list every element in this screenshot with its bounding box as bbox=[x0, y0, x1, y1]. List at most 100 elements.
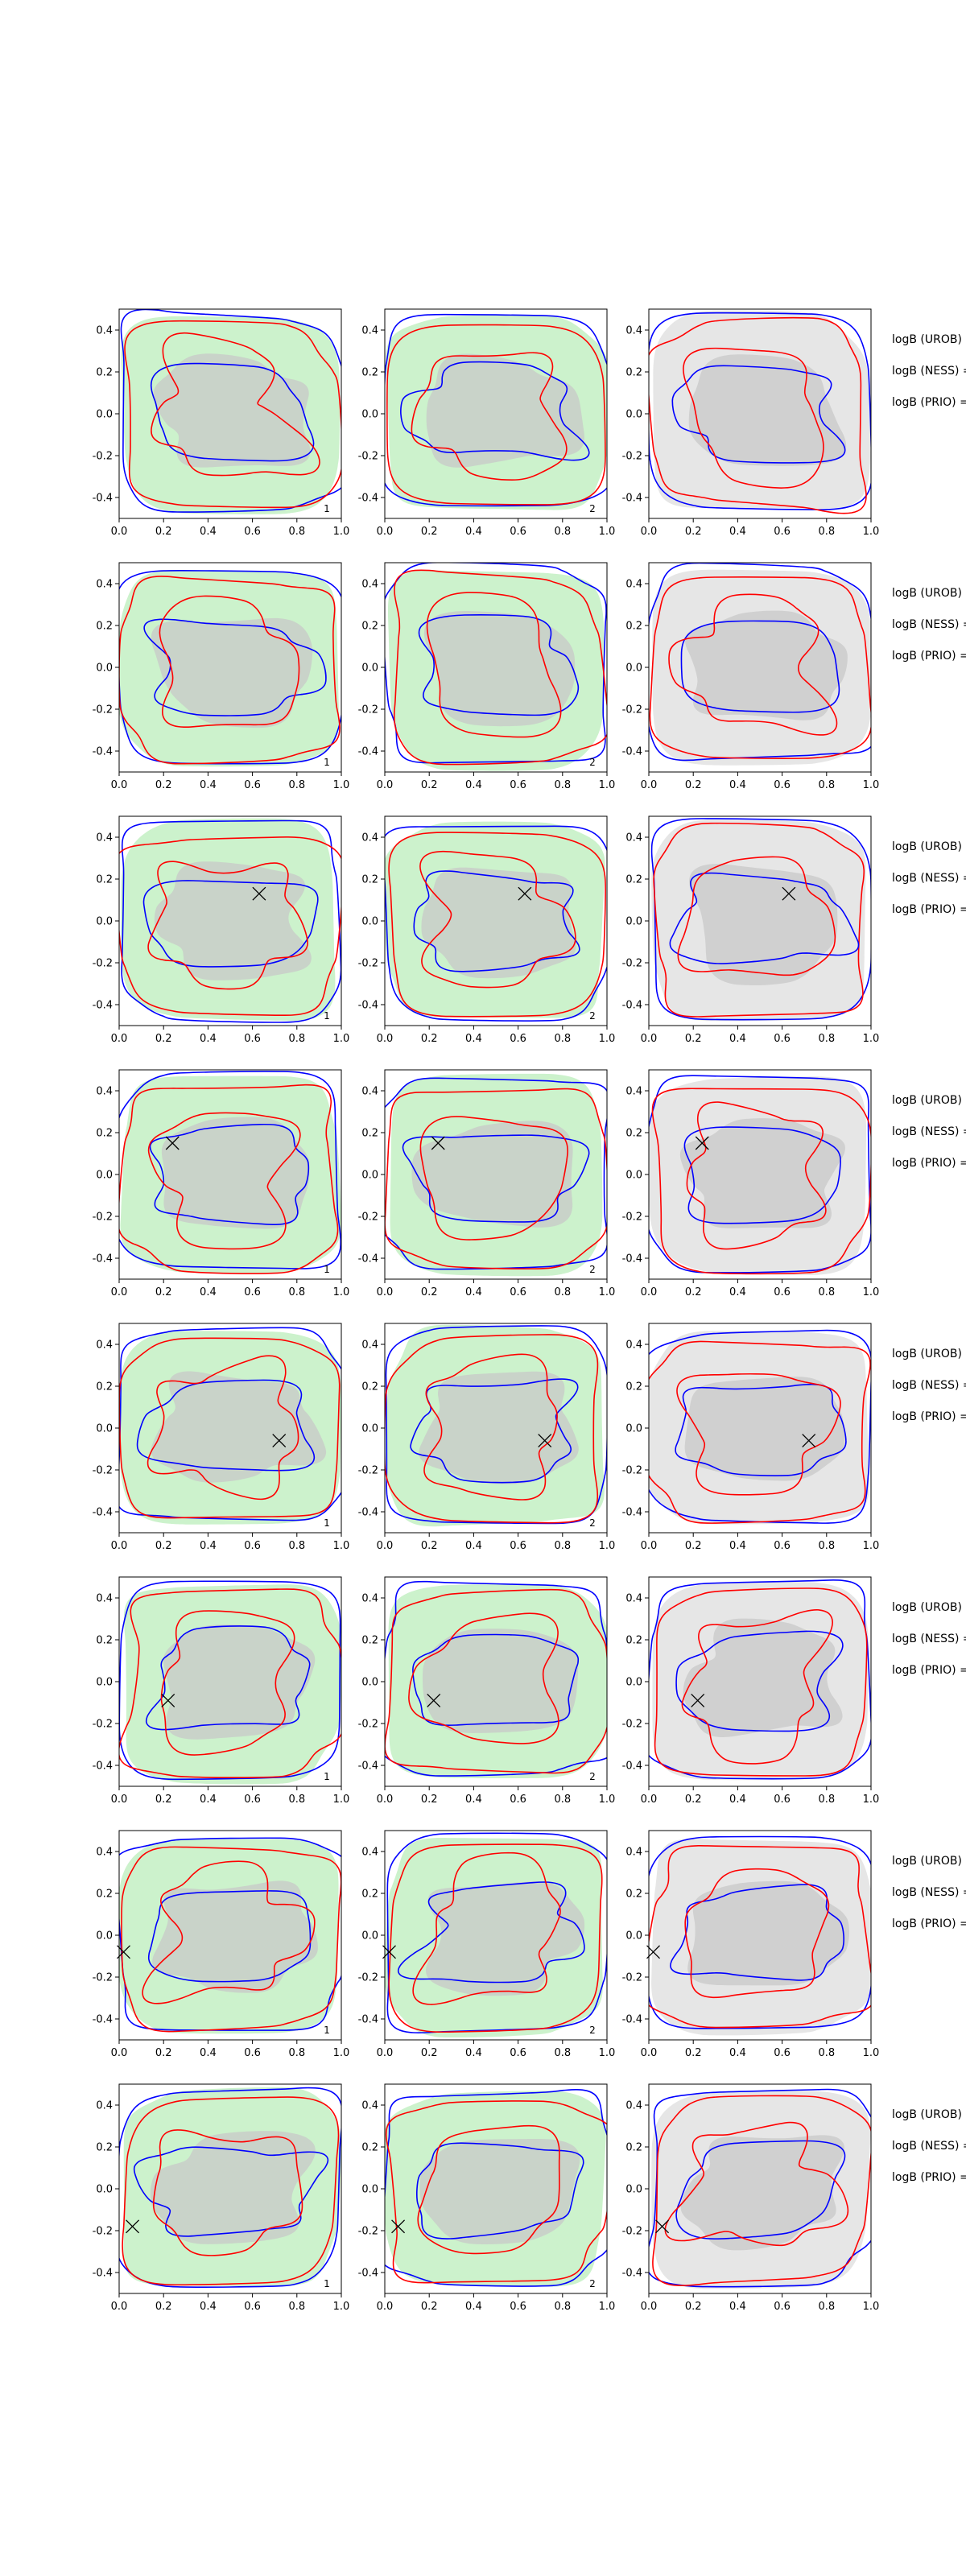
red-outer-contour bbox=[654, 1587, 868, 1777]
x-tick-label: 0.2 bbox=[421, 1286, 438, 1298]
x-tick-label: 0.0 bbox=[641, 2047, 658, 2059]
red-inner-contour bbox=[160, 1610, 295, 1756]
side-label: logB (PRIO) = bbox=[892, 396, 966, 409]
blue-outer-contour bbox=[649, 2088, 871, 2288]
x-tick-label: 0.4 bbox=[200, 1286, 217, 1298]
blue-inner-contour bbox=[680, 620, 840, 713]
x-tick-label: 0.0 bbox=[377, 1794, 394, 1806]
blue-outer-contour bbox=[649, 1579, 871, 1780]
x-tick-label: 0.2 bbox=[421, 1540, 438, 1552]
red-outer-contour bbox=[386, 324, 606, 506]
blue-inner-contour bbox=[402, 1134, 590, 1223]
x-tick-label: 0.2 bbox=[685, 2047, 702, 2059]
red-outer-contour bbox=[649, 1844, 871, 2029]
y-tick-label: -0.2 bbox=[358, 1465, 378, 1477]
true-value-marker bbox=[165, 1136, 180, 1150]
y-tick-label: 0.0 bbox=[361, 1930, 378, 1942]
x-tick-label: 0.6 bbox=[510, 1286, 526, 1298]
red-outer-contour bbox=[385, 1088, 607, 1269]
y-tick-label: 0.0 bbox=[625, 1423, 642, 1435]
y-tick-label: -0.2 bbox=[622, 1465, 642, 1477]
y-tick-label: -0.2 bbox=[358, 1212, 378, 1224]
y-tick-label: -0.4 bbox=[358, 1000, 378, 1012]
inner-density-region bbox=[419, 1371, 579, 1484]
x-tick-label: 0.8 bbox=[288, 2301, 305, 2313]
panel-tag: 2 bbox=[589, 1264, 596, 1275]
x-tick-label: 0.4 bbox=[200, 526, 217, 538]
y-tick-label: -0.4 bbox=[93, 1000, 113, 1012]
x-tick-label: 0.6 bbox=[774, 1794, 791, 1806]
side-label: logB (NESS) = bbox=[892, 1125, 966, 1138]
panel-tag: 1 bbox=[324, 1517, 330, 1529]
x-tick-label: 0.2 bbox=[421, 2301, 438, 2313]
blue-outer-contour bbox=[119, 1837, 341, 2031]
y-tick-label: 0.2 bbox=[361, 874, 378, 886]
panel-r4-c1: 0.0 0.2 0.4 0.6 0.8 1.0 -0.4 -0.2 0.0 0.2 0.4 1 bbox=[93, 1069, 349, 1298]
panel-r8-c1: 0.0 0.2 0.4 0.6 0.8 1.0 -0.4 -0.2 0.0 0.2 0.4 1 bbox=[93, 2083, 349, 2313]
panel-plot-area bbox=[119, 1580, 341, 1785]
blue-inner-contour bbox=[410, 1378, 579, 1484]
y-tick-label: 0.4 bbox=[361, 1593, 378, 1605]
x-tick-label: 1.0 bbox=[599, 526, 616, 538]
y-tick-label: 0.0 bbox=[96, 1930, 113, 1942]
blue-inner-contour bbox=[412, 1633, 580, 1727]
panel-tag: 2 bbox=[589, 757, 596, 768]
x-tick-label: 0.6 bbox=[244, 526, 261, 538]
y-tick-label: 0.2 bbox=[361, 1635, 378, 1647]
red-inner-contour bbox=[147, 861, 308, 990]
red-inner-contour bbox=[412, 1852, 561, 2005]
blue-outer-contour bbox=[385, 1325, 607, 1525]
red-outer-contour bbox=[651, 1088, 871, 1275]
red-inner-contour bbox=[142, 1860, 316, 2004]
x-tick-label: 0.4 bbox=[465, 2047, 482, 2059]
red-outer-contour bbox=[652, 2095, 871, 2287]
side-label: logB (PRIO) = bbox=[892, 2171, 966, 2184]
y-tick-label: -0.4 bbox=[93, 746, 113, 758]
y-tick-label: -0.2 bbox=[358, 958, 378, 970]
red-outer-contour bbox=[649, 1340, 871, 1524]
blue-outer-contour bbox=[385, 1077, 607, 1270]
true-value-marker bbox=[802, 1434, 816, 1448]
x-tick-label: 0.6 bbox=[774, 526, 791, 538]
y-tick-label: -0.4 bbox=[622, 1761, 642, 1773]
inner-density-region bbox=[411, 1121, 573, 1228]
x-tick-label: 1.0 bbox=[863, 1540, 880, 1552]
y-tick-label: 0.4 bbox=[96, 325, 113, 337]
y-tick-label: 0.2 bbox=[361, 1128, 378, 1140]
x-tick-label: 0.0 bbox=[111, 1540, 128, 1552]
y-tick-label: 0.2 bbox=[96, 874, 113, 886]
y-tick-label: 0.0 bbox=[625, 1170, 642, 1182]
x-tick-label: 0.8 bbox=[288, 2047, 305, 2059]
x-tick-label: 0.4 bbox=[729, 2047, 746, 2059]
x-tick-label: 0.6 bbox=[774, 1286, 791, 1298]
side-label: logB (UROB) = bbox=[892, 587, 966, 600]
panel-plot-area bbox=[385, 563, 607, 771]
panel-tag: 1 bbox=[324, 757, 330, 768]
inner-density-region bbox=[426, 353, 584, 468]
blue-inner-contour bbox=[669, 872, 860, 964]
x-tick-label: 0.4 bbox=[729, 1794, 746, 1806]
y-tick-label: -0.2 bbox=[622, 451, 642, 463]
true-value-marker bbox=[691, 1693, 705, 1707]
blue-outer-contour bbox=[385, 2088, 607, 2287]
x-tick-label: 0.8 bbox=[288, 526, 305, 538]
x-tick-label: 1.0 bbox=[599, 779, 616, 791]
x-tick-label: 0.8 bbox=[554, 1540, 571, 1552]
y-tick-label: 0.0 bbox=[361, 1170, 378, 1182]
red-inner-contour bbox=[159, 595, 300, 729]
panel-tag: 1 bbox=[324, 1010, 330, 1022]
x-tick-label: 0.4 bbox=[465, 779, 482, 791]
side-label: logB (UROB) = bbox=[892, 1601, 966, 1614]
y-tick-label: 0.4 bbox=[96, 1847, 113, 1859]
panel-tag: 2 bbox=[589, 1771, 596, 1782]
red-inner-contour bbox=[677, 856, 836, 976]
y-tick-label: 0.4 bbox=[361, 832, 378, 844]
x-tick-label: 1.0 bbox=[863, 1033, 880, 1045]
x-tick-label: 0.8 bbox=[818, 2301, 835, 2313]
panel-plot-area bbox=[649, 1579, 871, 1781]
y-tick-label: -0.2 bbox=[93, 1719, 113, 1731]
true-value-marker bbox=[126, 2219, 140, 2234]
y-tick-label: 0.0 bbox=[361, 1677, 378, 1689]
y-tick-label: 0.2 bbox=[625, 1128, 642, 1140]
panel-tag: 2 bbox=[589, 2025, 596, 2036]
